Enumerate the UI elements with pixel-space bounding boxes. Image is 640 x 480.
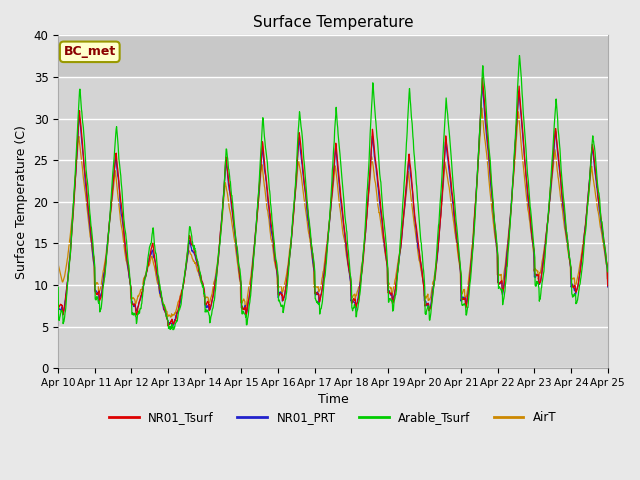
Bar [58,36,608,77]
Text: BC_met: BC_met [63,45,116,58]
Title: Surface Temperature: Surface Temperature [253,15,413,30]
Legend: NR01_Tsurf, NR01_PRT, Arable_Tsurf, AirT: NR01_Tsurf, NR01_PRT, Arable_Tsurf, AirT [104,407,561,429]
X-axis label: Time: Time [317,394,348,407]
Y-axis label: Surface Temperature (C): Surface Temperature (C) [15,125,28,279]
